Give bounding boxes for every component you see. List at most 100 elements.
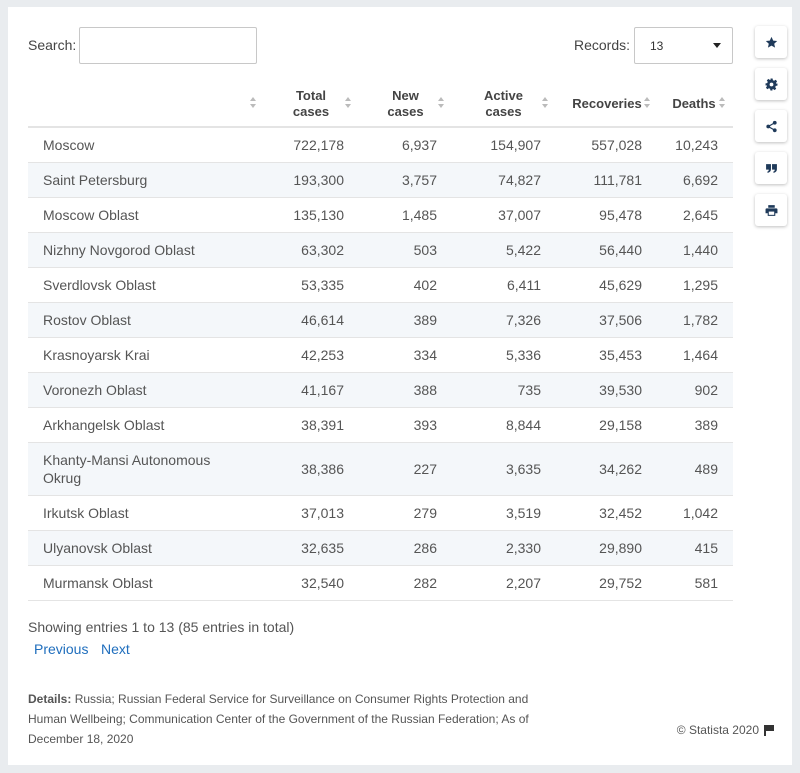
cell-recoveries: 35,453 <box>599 347 642 363</box>
cell-region: Sverdlovsk Oblast <box>43 277 156 293</box>
cell-recoveries: 34,262 <box>599 461 642 477</box>
cell-total-cases: 63,302 <box>301 242 344 258</box>
table-row: Nizhny Novgorod Oblast 63,302 503 5,422 … <box>28 233 733 268</box>
cell-recoveries: 111,781 <box>593 172 642 188</box>
quote-icon <box>765 163 777 173</box>
cell-active-cases: 6,411 <box>507 277 541 293</box>
table-row: Rostov Oblast 46,614 389 7,326 37,506 1,… <box>28 303 733 338</box>
cell-active-cases: 5,422 <box>505 242 541 258</box>
cell-total-cases: 38,391 <box>301 417 344 433</box>
cell-total-cases: 32,540 <box>301 575 344 591</box>
cell-region: Rostov Oblast <box>43 312 131 328</box>
cell-active-cases: 37,007 <box>498 207 541 223</box>
header-new-cases[interactable]: New cases <box>387 88 424 119</box>
cell-recoveries: 557,028 <box>591 137 642 153</box>
header-active-cases[interactable]: Active cases <box>483 88 524 119</box>
cell-active-cases: 2,207 <box>505 575 541 591</box>
cell-recoveries: 29,752 <box>599 575 642 591</box>
cell-deaths: 1,295 <box>682 277 718 293</box>
cell-region: Krasnoyarsk Krai <box>43 347 150 363</box>
table-row: Khanty-Mansi Autonomous Okrug 38,386 227… <box>28 443 733 496</box>
cell-region: Saint Petersburg <box>43 172 148 188</box>
settings-button[interactable] <box>755 68 787 100</box>
sort-deaths-icon[interactable] <box>719 97 726 111</box>
cell-active-cases: 7,326 <box>505 312 541 328</box>
share-button[interactable] <box>755 110 787 142</box>
sort-active-cases-icon[interactable] <box>542 97 549 111</box>
print-button[interactable] <box>755 194 787 226</box>
table-row: Saint Petersburg 193,300 3,757 74,827 11… <box>28 163 733 198</box>
cell-new-cases: 279 <box>413 505 437 521</box>
showing-entries-text: Showing entries 1 to 13 (85 entries in t… <box>28 619 295 635</box>
cell-recoveries: 45,629 <box>599 277 642 293</box>
chevron-down-icon <box>713 43 721 48</box>
cell-deaths: 415 <box>694 540 718 556</box>
cell-deaths: 2,645 <box>682 207 718 223</box>
cell-new-cases: 6,937 <box>401 137 437 153</box>
cite-button[interactable] <box>755 152 787 184</box>
details-source: Russia; Russian Federal Service for Surv… <box>28 692 529 746</box>
search-input[interactable] <box>79 27 257 64</box>
table-row: Moscow Oblast 135,130 1,485 37,007 95,47… <box>28 198 733 233</box>
cell-recoveries: 95,478 <box>599 207 642 223</box>
cell-new-cases: 393 <box>413 417 437 433</box>
data-table: Total cases New cases Active cases Recov… <box>28 81 733 601</box>
cell-region: Arkhangelsk Oblast <box>43 417 165 433</box>
print-icon <box>765 204 777 216</box>
header-recoveries[interactable]: Recoveries <box>572 96 642 111</box>
records-select-value: 13 <box>650 39 664 53</box>
flag-icon[interactable] <box>764 725 774 736</box>
copyright: © Statista 2020 <box>677 723 774 737</box>
cell-new-cases: 3,757 <box>401 172 437 188</box>
cell-recoveries: 56,440 <box>599 242 642 258</box>
cell-deaths: 902 <box>694 382 718 398</box>
action-sidebar <box>755 26 787 236</box>
previous-page-link[interactable]: Previous <box>34 641 89 657</box>
cell-deaths: 581 <box>694 575 718 591</box>
sort-recoveries-icon[interactable] <box>644 97 651 111</box>
cell-deaths: 1,042 <box>682 505 718 521</box>
cell-total-cases: 41,167 <box>301 382 344 398</box>
cell-deaths: 1,440 <box>682 242 718 258</box>
star-icon <box>765 36 777 48</box>
next-page-link[interactable]: Next <box>101 641 130 657</box>
cell-deaths: 6,692 <box>682 172 718 188</box>
cell-deaths: 389 <box>694 417 718 433</box>
statistic-card: Search: Records: 13 Total cases New case… <box>8 7 792 765</box>
cell-region: Moscow Oblast <box>43 207 139 223</box>
table-row: Krasnoyarsk Krai 42,253 334 5,336 35,453… <box>28 338 733 373</box>
details-text: Details: Russia; Russian Federal Service… <box>28 689 553 749</box>
cell-total-cases: 38,386 <box>301 461 344 477</box>
cell-total-cases: 722,178 <box>293 137 344 153</box>
gear-icon <box>765 78 777 90</box>
table-row: Sverdlovsk Oblast 53,335 402 6,411 45,62… <box>28 268 733 303</box>
cell-new-cases: 402 <box>413 277 437 293</box>
table-row: Moscow 722,178 6,937 154,907 557,028 10,… <box>28 128 733 163</box>
records-label: Records: <box>574 37 631 53</box>
cell-active-cases: 2,330 <box>505 540 541 556</box>
favorite-button[interactable] <box>755 26 787 58</box>
cell-total-cases: 135,130 <box>293 207 344 223</box>
cell-deaths: 1,782 <box>682 312 718 328</box>
cell-deaths: 1,464 <box>682 347 718 363</box>
cell-active-cases: 5,336 <box>505 347 541 363</box>
cell-region: Ulyanovsk Oblast <box>43 540 152 556</box>
sort-region-icon[interactable] <box>250 97 257 111</box>
cell-new-cases: 389 <box>413 312 437 328</box>
cell-region: Khanty-Mansi Autonomous Okrug <box>43 452 211 486</box>
cell-total-cases: 53,335 <box>301 277 344 293</box>
cell-recoveries: 29,158 <box>599 417 642 433</box>
header-total-cases[interactable]: Total cases <box>292 88 330 119</box>
records-select[interactable]: 13 <box>634 27 733 64</box>
cell-active-cases: 8,844 <box>505 417 541 433</box>
table-header: Total cases New cases Active cases Recov… <box>28 81 733 128</box>
sort-total-cases-icon[interactable] <box>345 97 352 111</box>
table-row: Irkutsk Oblast 37,013 279 3,519 32,452 1… <box>28 496 733 531</box>
cell-total-cases: 37,013 <box>301 505 344 521</box>
sort-new-cases-icon[interactable] <box>438 97 445 111</box>
cell-active-cases: 735 <box>517 382 541 398</box>
table-row: Voronezh Oblast 41,167 388 735 39,530 90… <box>28 373 733 408</box>
table-row: Ulyanovsk Oblast 32,635 286 2,330 29,890… <box>28 531 733 566</box>
header-deaths[interactable]: Deaths <box>672 96 716 111</box>
cell-active-cases: 74,827 <box>498 172 541 188</box>
